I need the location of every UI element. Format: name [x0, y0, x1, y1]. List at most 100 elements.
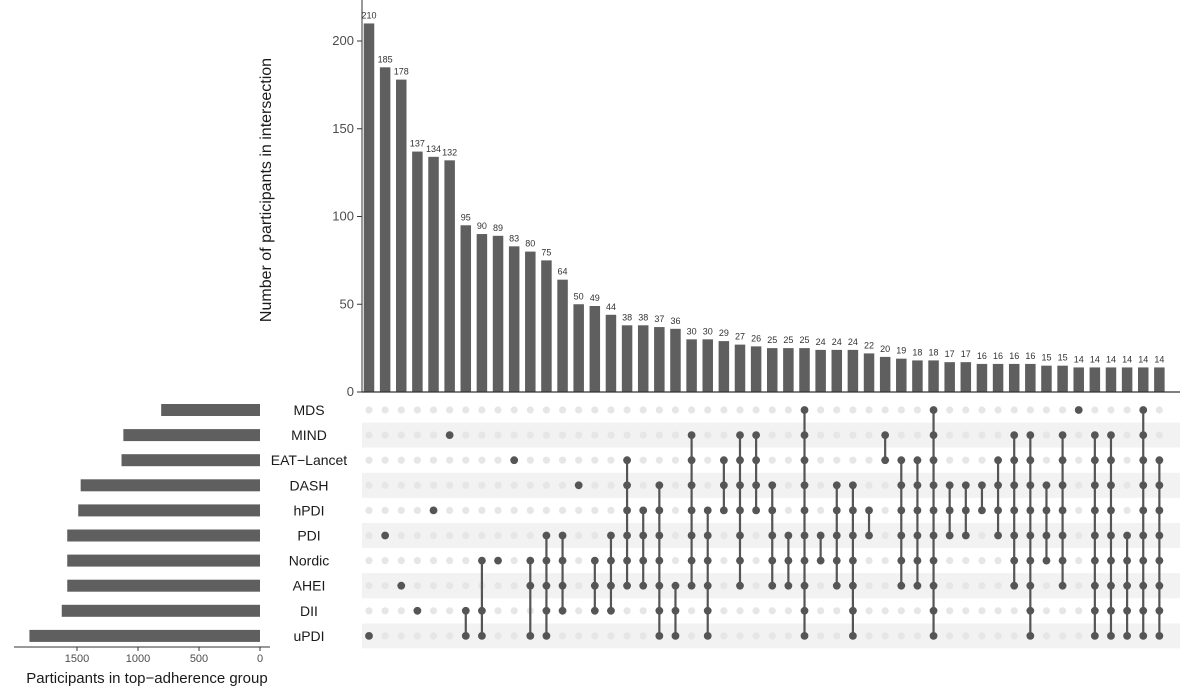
matrix-dot-inactive — [429, 431, 438, 439]
matrix-dot-inactive — [462, 506, 470, 514]
matrix-dot-inactive — [720, 406, 728, 414]
intersection-bar — [605, 314, 617, 392]
matrix-dot-inactive — [462, 431, 470, 439]
set-size-bar — [61, 604, 260, 617]
y-axis-title: Number of participants in intersection — [258, 58, 275, 322]
matrix-dot-active — [655, 556, 664, 565]
bar-value-label: 38 — [622, 312, 632, 322]
intersection-bar — [686, 339, 697, 392]
bar-value-label: 185 — [378, 54, 393, 64]
matrix-dot-inactive — [704, 481, 712, 489]
matrix-dot-active — [1139, 506, 1148, 515]
matrix-dot-inactive — [688, 406, 696, 414]
y-tick-label: 150 — [332, 121, 354, 136]
set-size-bar — [67, 529, 261, 542]
matrix-dot-inactive — [784, 632, 792, 640]
matrix-dot-active — [1139, 556, 1148, 565]
matrix-dot-active — [832, 506, 841, 515]
matrix-dot-inactive — [946, 456, 954, 464]
matrix-dot-active — [655, 632, 664, 640]
matrix-dot-active — [590, 581, 599, 590]
matrix-dot-active — [913, 481, 922, 490]
matrix-dot-inactive — [510, 557, 518, 565]
matrix-dot-inactive — [962, 607, 970, 615]
matrix-dot-active — [445, 431, 454, 439]
matrix-dot-inactive — [462, 481, 470, 489]
matrix-dot-inactive — [542, 481, 551, 489]
matrix-dot-inactive — [365, 557, 373, 565]
matrix-dot-inactive — [639, 406, 647, 414]
matrix-dot-active — [1107, 531, 1115, 540]
matrix-dot-inactive — [849, 431, 857, 439]
bar-value-label: 134 — [426, 144, 441, 154]
bar-value-label: 20 — [880, 344, 890, 354]
matrix-dot-inactive — [397, 531, 405, 540]
matrix-dot-inactive — [381, 632, 389, 640]
matrix-dot-inactive — [1075, 481, 1083, 489]
set-size-tick-label: 1500 — [65, 653, 89, 665]
matrix-dot-inactive — [591, 506, 599, 514]
matrix-dot-inactive — [558, 481, 567, 489]
intersection-bar — [573, 304, 584, 392]
matrix-dot-active — [590, 606, 599, 615]
matrix-dot-active — [1107, 606, 1115, 615]
matrix-dot-inactive — [1010, 632, 1018, 640]
bar-value-label: 38 — [638, 312, 648, 322]
matrix-dot-inactive — [978, 557, 986, 565]
intersection-bars — [363, 23, 1165, 393]
matrix-dot-active — [1090, 556, 1099, 565]
matrix-dot-inactive — [429, 531, 438, 540]
matrix-dot-inactive — [397, 431, 405, 439]
matrix-dot-inactive — [784, 456, 792, 464]
matrix-dot-inactive — [768, 632, 776, 640]
matrix-dot-active — [832, 481, 841, 490]
intersection-bar — [718, 341, 730, 392]
matrix-dot-inactive — [478, 406, 486, 414]
matrix-dot-active — [1026, 431, 1035, 439]
matrix-dot-active — [1010, 506, 1019, 515]
matrix-dot-inactive — [365, 531, 373, 540]
intersection-bar — [541, 260, 552, 392]
set-label-pdi: PDI — [297, 528, 320, 544]
matrix-dot-active — [526, 632, 535, 640]
matrix-dot-inactive — [365, 582, 373, 590]
matrix-dot-inactive — [429, 632, 438, 640]
matrix-dot-inactive — [478, 456, 486, 464]
matrix-dot-active — [1026, 481, 1035, 490]
bar-value-label: 95 — [461, 212, 471, 222]
set-size-axis-title: Participants in top−adherence group — [26, 670, 267, 687]
bar-value-label: 16 — [1025, 351, 1035, 361]
matrix-dot-active — [849, 606, 857, 615]
matrix-dot-inactive — [494, 506, 502, 514]
matrix-dot-inactive — [1058, 632, 1067, 640]
intersection-bar — [654, 327, 665, 392]
matrix-dot-inactive — [446, 557, 454, 565]
matrix-dot-active — [913, 506, 922, 515]
matrix-dot-inactive — [446, 506, 454, 514]
matrix-dot-inactive — [655, 456, 663, 464]
set-size-bar — [80, 479, 260, 492]
matrix-dot-inactive — [575, 632, 583, 640]
matrix-dot-inactive — [736, 632, 744, 640]
matrix-dot-active — [526, 581, 535, 590]
matrix-dot-active — [752, 456, 761, 465]
matrix-dot-active — [752, 481, 761, 490]
intersection-bar — [976, 363, 988, 392]
matrix-dot-active — [607, 606, 615, 615]
matrix-dot-active — [1139, 606, 1148, 615]
intersection-bar — [1105, 367, 1117, 392]
matrix-dot-active — [494, 556, 502, 565]
matrix-dot-inactive — [994, 582, 1002, 590]
matrix-dot-inactive — [526, 406, 534, 414]
matrix-dot-inactive — [865, 456, 873, 464]
matrix-dot-inactive — [962, 557, 970, 565]
matrix-dot-inactive — [946, 557, 954, 565]
matrix-dot-inactive — [526, 506, 534, 514]
matrix-dot-inactive — [865, 406, 873, 414]
set-size-bar — [78, 504, 260, 517]
matrix-dot-inactive — [833, 607, 841, 615]
set-size-bar — [29, 629, 261, 642]
matrix-dot-inactive — [446, 632, 454, 640]
set-size-bar — [67, 579, 261, 592]
